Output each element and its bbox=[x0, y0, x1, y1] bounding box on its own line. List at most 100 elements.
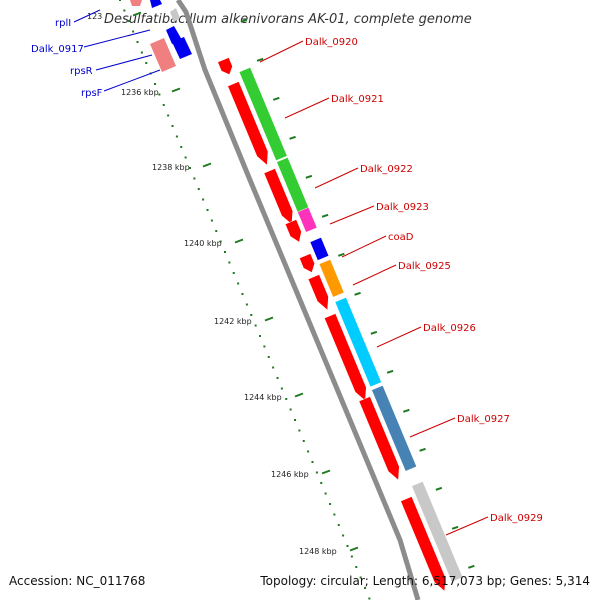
gene-dalk-0927[interactable] bbox=[358, 396, 400, 481]
gene-label-leaders bbox=[73, 9, 489, 536]
gene-label-dalk-0927[interactable]: Dalk_0927 bbox=[457, 414, 510, 425]
scale-dot bbox=[123, 9, 126, 12]
scale-dot bbox=[202, 198, 205, 201]
scale-tick-label: 1242 kbp bbox=[214, 317, 252, 326]
scale-dot bbox=[259, 335, 261, 337]
gene-label-coad[interactable]: coaD bbox=[388, 232, 414, 243]
map-title: Desulfatibacillum alkenivorans AK-01, co… bbox=[104, 12, 472, 27]
cog-dalk-0926[interactable] bbox=[334, 297, 382, 388]
scale-dot bbox=[285, 398, 288, 400]
scale-dot bbox=[136, 41, 139, 43]
reverse-strand-genes bbox=[130, 0, 192, 72]
scale-tick-label: 1238 kbp bbox=[152, 163, 190, 172]
gene-partial[interactable] bbox=[170, 8, 180, 22]
gene-label-rpsr[interactable]: rpsR bbox=[70, 66, 93, 77]
gene-rpsf[interactable] bbox=[172, 37, 192, 59]
scale-major-tick bbox=[234, 238, 244, 244]
gene-label-dalk-0920[interactable]: Dalk_0920 bbox=[305, 37, 358, 48]
scale-dot bbox=[206, 209, 209, 211]
gene-dalk-0922[interactable] bbox=[263, 168, 294, 225]
forward-strand-genes bbox=[217, 57, 446, 592]
scale-dot bbox=[320, 482, 323, 484]
leader-line bbox=[409, 417, 456, 438]
scale-dot bbox=[364, 587, 366, 589]
scale-dot bbox=[210, 219, 213, 222]
scale-dot bbox=[119, 0, 121, 1]
cog-dalk-0929[interactable] bbox=[411, 481, 464, 583]
outer-tick bbox=[386, 369, 394, 374]
leader-line bbox=[95, 54, 153, 71]
outer-tick bbox=[370, 330, 378, 335]
outer-tick bbox=[419, 447, 426, 452]
scale-dot bbox=[337, 524, 340, 526]
gene-dalk-0925[interactable] bbox=[307, 274, 329, 311]
outer-tick bbox=[435, 486, 443, 491]
cog-dalk-0923[interactable] bbox=[297, 207, 318, 233]
gene-dalk-0920[interactable] bbox=[217, 57, 233, 75]
cog-dalk-0927[interactable] bbox=[371, 385, 417, 472]
gene-label-dalk-0921[interactable]: Dalk_0921 bbox=[331, 94, 384, 105]
gene-label-rpsf[interactable]: rpsF bbox=[81, 88, 103, 99]
scale-dot bbox=[140, 51, 143, 54]
scale-dot bbox=[237, 282, 240, 285]
genome-backbone bbox=[175, 0, 421, 600]
gene-label-rpli[interactable]: rplI bbox=[55, 18, 71, 29]
scale-major-tick bbox=[171, 87, 181, 93]
scale-dot bbox=[219, 240, 222, 243]
gene-label-dalk-0929[interactable]: Dalk_0929 bbox=[490, 513, 543, 524]
leader-line bbox=[341, 235, 387, 258]
scale-major-tick bbox=[294, 392, 304, 398]
leader-line bbox=[352, 264, 397, 286]
gene-label-dalk-0925[interactable]: Dalk_0925 bbox=[398, 261, 451, 272]
gene-dalk-0929[interactable] bbox=[400, 496, 446, 592]
scale-major-tick bbox=[202, 162, 212, 168]
gene-dalk-0921[interactable] bbox=[227, 81, 269, 166]
outer-track-ticks bbox=[240, 18, 475, 569]
scale-dot bbox=[272, 366, 275, 369]
scale-tick-label: 1246 kbp bbox=[271, 470, 309, 479]
scale-tick-label: 1240 kbp bbox=[184, 239, 222, 248]
cog-coad[interactable] bbox=[309, 237, 330, 261]
leader-line bbox=[329, 205, 375, 225]
scale-dot bbox=[355, 566, 358, 568]
scale-dot bbox=[346, 545, 349, 547]
leader-line bbox=[445, 516, 489, 536]
scale-dot bbox=[267, 356, 270, 358]
scale-dot bbox=[158, 93, 161, 96]
gene-label-dalk-0926[interactable]: Dalk_0926 bbox=[423, 323, 476, 334]
scale-dot bbox=[324, 492, 327, 495]
gene-label-dalk-0922[interactable]: Dalk_0922 bbox=[360, 164, 413, 175]
scale-dot bbox=[167, 114, 170, 117]
scale-dot bbox=[232, 272, 235, 274]
outer-tick bbox=[338, 252, 345, 257]
scale-dot bbox=[228, 261, 231, 264]
scale-dot bbox=[311, 461, 314, 463]
outer-tick bbox=[273, 96, 280, 101]
gene-label-dalk-0917[interactable]: Dalk_0917 bbox=[31, 44, 84, 55]
gene-rpli-partial[interactable] bbox=[130, 0, 142, 6]
scale-dot bbox=[145, 62, 148, 64]
gene-dalk-0923[interactable] bbox=[284, 219, 302, 243]
scale-dot bbox=[263, 345, 266, 348]
scale-dot bbox=[307, 450, 310, 453]
scale-major-tick bbox=[264, 316, 274, 322]
topology-text: Topology: circular; Length: 6,517,073 bp… bbox=[260, 574, 590, 588]
leader-line bbox=[284, 97, 330, 119]
leader-line bbox=[103, 69, 161, 92]
scale-dot bbox=[193, 177, 196, 180]
gene-dalk-0926[interactable] bbox=[324, 313, 367, 402]
cog-dalk-0925[interactable] bbox=[318, 259, 345, 298]
outer-tick bbox=[256, 57, 264, 62]
gene-rpli[interactable] bbox=[150, 0, 162, 8]
gene-rpsr[interactable] bbox=[150, 38, 176, 72]
scale-tick-label: 123 bbox=[87, 12, 102, 21]
gene-coad[interactable] bbox=[299, 253, 315, 273]
cog-dalk-0921[interactable] bbox=[238, 67, 288, 161]
gene-label-dalk-0923[interactable]: Dalk_0923 bbox=[376, 202, 429, 213]
scale-dot bbox=[241, 293, 244, 295]
scale-tick-label: 1236 kbp bbox=[121, 88, 159, 97]
gene-dalk-0917[interactable] bbox=[166, 26, 182, 44]
outer-tick bbox=[289, 135, 296, 140]
scale-dot bbox=[289, 408, 292, 411]
